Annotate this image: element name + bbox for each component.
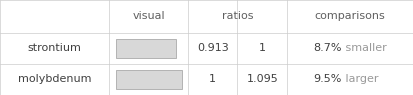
Text: 8.7%: 8.7%: [313, 43, 342, 53]
Text: 1: 1: [209, 74, 216, 84]
Text: 9.5%: 9.5%: [313, 74, 342, 84]
Text: visual: visual: [133, 11, 165, 21]
Text: ratios: ratios: [222, 11, 253, 21]
Text: molybdenum: molybdenum: [18, 74, 91, 84]
Text: 0.913: 0.913: [197, 43, 228, 53]
Text: 1: 1: [259, 43, 266, 53]
Text: 1.095: 1.095: [247, 74, 278, 84]
Text: strontium: strontium: [28, 43, 82, 53]
Text: comparisons: comparisons: [315, 11, 385, 21]
Bar: [116, 39, 176, 58]
Bar: [116, 70, 182, 89]
Text: smaller: smaller: [342, 43, 387, 53]
Text: larger: larger: [342, 74, 378, 84]
